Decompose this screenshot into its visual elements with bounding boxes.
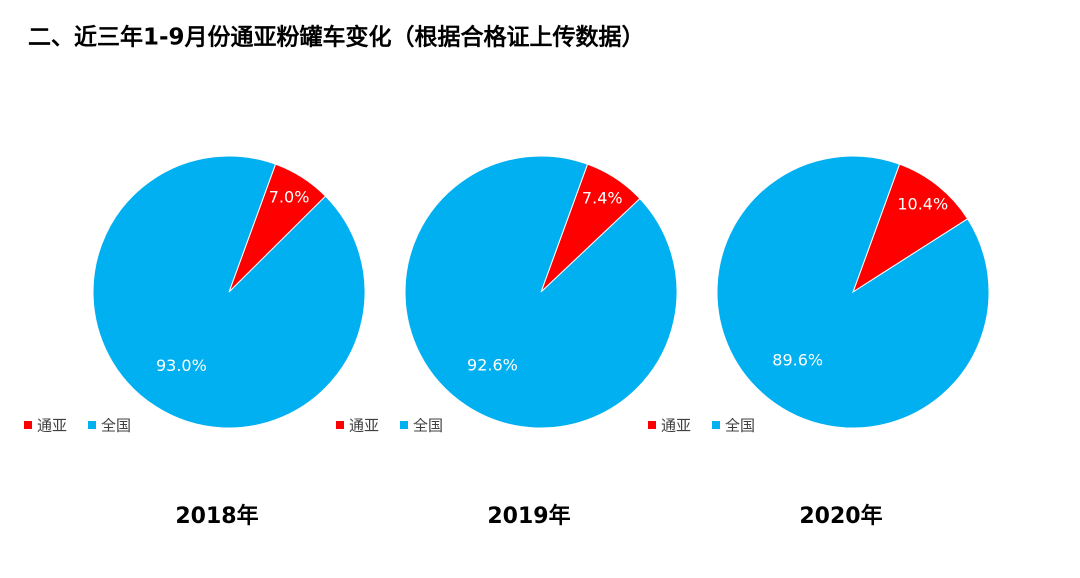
page-title: 二、近三年1-9月份通亚粉罐车变化（根据合格证上传数据） <box>28 24 645 51</box>
chart-title: 2020年 <box>799 503 882 529</box>
value-label: 89.6% <box>772 350 823 369</box>
pie-slice <box>852 163 969 294</box>
legend-label: 全国 <box>413 417 443 435</box>
pie-slice <box>92 155 366 429</box>
legend-swatch <box>648 421 656 429</box>
legend-swatch <box>712 421 720 429</box>
legend-label: 通亚 <box>661 417 691 435</box>
legend-label: 全国 <box>725 417 755 435</box>
value-label: 10.4% <box>897 194 948 213</box>
pie-slice <box>404 155 678 429</box>
value-label: 92.6% <box>467 355 518 374</box>
legend-swatch <box>400 421 408 429</box>
legend-swatch <box>24 421 32 429</box>
legend-label: 全国 <box>101 417 131 435</box>
legend-label: 通亚 <box>37 417 67 435</box>
pie-slice <box>716 155 990 429</box>
chart-title: 2018年 <box>175 503 258 529</box>
value-label: 7.0% <box>269 188 310 207</box>
legend-label: 通亚 <box>349 417 379 435</box>
value-label: 7.4% <box>582 188 623 207</box>
legend-swatch <box>88 421 96 429</box>
legend-swatch <box>336 421 344 429</box>
value-label: 93.0% <box>156 356 207 375</box>
chart-title: 2019年 <box>487 503 570 529</box>
